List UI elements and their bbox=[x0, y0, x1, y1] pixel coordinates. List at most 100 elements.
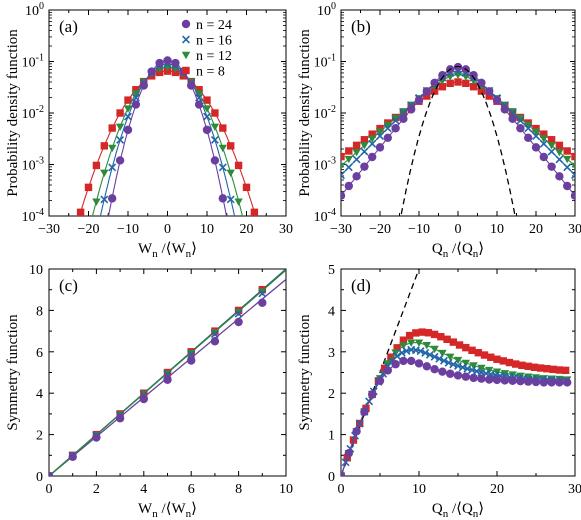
data-point bbox=[258, 298, 267, 307]
data-point-b bbox=[368, 139, 377, 148]
data-point bbox=[407, 339, 416, 347]
series-line-n=16 bbox=[99, 63, 236, 216]
data-point bbox=[399, 336, 408, 344]
y-axis-label: Probability density function bbox=[5, 29, 21, 197]
data-point bbox=[458, 363, 467, 372]
legend-label: n = 12 bbox=[196, 49, 232, 64]
data-point bbox=[500, 370, 509, 378]
data-point bbox=[155, 58, 164, 68]
data-point bbox=[68, 452, 77, 461]
data-point bbox=[430, 345, 439, 354]
data-point bbox=[226, 195, 235, 204]
legend-label: n = 16 bbox=[196, 34, 232, 49]
data-point bbox=[219, 124, 227, 132]
data-point bbox=[438, 70, 447, 80]
y-tick-exponent: -2 bbox=[36, 104, 44, 115]
x-label-part-3: n bbox=[186, 248, 192, 260]
data-point bbox=[563, 163, 572, 172]
data-point bbox=[234, 198, 243, 206]
y-tick-label: 10-3 bbox=[22, 156, 44, 174]
y-tick-label: 1 bbox=[328, 429, 335, 444]
data-point-b bbox=[226, 195, 235, 204]
data-point bbox=[234, 161, 243, 170]
y-tick-label: 10-1 bbox=[22, 53, 44, 71]
data-point bbox=[341, 471, 346, 476]
y-tick-exponent: -3 bbox=[328, 156, 336, 167]
y-tick-base: 10 bbox=[22, 159, 36, 174]
plot-area-b bbox=[341, 62, 575, 216]
data-point-b bbox=[258, 289, 267, 298]
y-tick-label: 10-1 bbox=[314, 53, 336, 71]
data-point bbox=[485, 87, 494, 96]
data-point bbox=[387, 353, 395, 361]
data-point bbox=[416, 347, 425, 356]
y-tick-label: 8 bbox=[36, 304, 43, 319]
data-point bbox=[540, 130, 548, 138]
data-point bbox=[461, 359, 470, 368]
data-point bbox=[563, 181, 572, 191]
x-tick-label: 0 bbox=[455, 222, 462, 237]
data-point bbox=[210, 156, 220, 165]
data-point bbox=[571, 171, 575, 180]
x-label-part-3: n bbox=[473, 248, 479, 260]
data-point bbox=[461, 372, 470, 381]
legend-marker bbox=[182, 66, 190, 75]
x-tick-label: 20 bbox=[240, 222, 254, 237]
axes-c: 0 2 4 6 8 10 0 2 4 6 8 10 (c) Symmetry function Wn /⟨W… bbox=[5, 263, 293, 520]
x-label-part-0: Q bbox=[432, 501, 443, 517]
reference-curve bbox=[400, 65, 516, 216]
y-axis-label: Probability density function bbox=[297, 29, 313, 197]
data-point-b bbox=[108, 163, 117, 172]
data-point bbox=[116, 109, 124, 117]
data-point-b bbox=[116, 135, 125, 144]
data-point bbox=[92, 198, 101, 206]
data-point bbox=[539, 152, 548, 162]
x-tick-label: 8 bbox=[235, 482, 242, 497]
data-point bbox=[547, 162, 556, 171]
data-point bbox=[493, 355, 501, 363]
data-point-b bbox=[391, 116, 400, 125]
data-point-b bbox=[571, 173, 575, 180]
data-point bbox=[561, 366, 570, 375]
data-point bbox=[425, 350, 434, 359]
data-point bbox=[226, 169, 235, 177]
data-point bbox=[516, 376, 525, 386]
panel-label: (b) bbox=[351, 17, 371, 36]
data-point bbox=[242, 183, 251, 192]
data-point bbox=[218, 144, 227, 153]
y-tick-base: 10 bbox=[314, 56, 328, 71]
data-point bbox=[454, 78, 462, 86]
x-label-part-1: n bbox=[443, 248, 449, 260]
data-point bbox=[469, 373, 478, 383]
data-point bbox=[469, 83, 478, 91]
data-point bbox=[570, 191, 575, 200]
data-point bbox=[131, 100, 141, 109]
panel-label: (c) bbox=[59, 276, 78, 295]
data-point bbox=[147, 67, 156, 76]
data-point bbox=[344, 155, 353, 164]
x-label-part-0: Q bbox=[432, 241, 443, 257]
data-point bbox=[539, 378, 548, 387]
data-point bbox=[115, 123, 125, 131]
data-point bbox=[462, 343, 470, 352]
axes-d: 0 10 20 30 0 1 2 3 4 5 (d) Symmetry function Qn /⟨Qn… bbox=[297, 263, 581, 520]
data-point bbox=[500, 376, 509, 385]
data-point-b bbox=[516, 116, 525, 125]
data-point bbox=[360, 142, 369, 150]
data-point bbox=[383, 133, 392, 142]
data-point bbox=[500, 105, 509, 114]
y-tick-base: 10 bbox=[22, 210, 36, 225]
x-label-part-2: /⟨Q bbox=[448, 241, 473, 257]
x-tick-label: 10 bbox=[279, 482, 293, 497]
data-point-b bbox=[360, 147, 369, 156]
data-point-b bbox=[210, 135, 219, 144]
data-point bbox=[341, 162, 346, 171]
y-tick-exponent: -4 bbox=[328, 207, 336, 218]
y-tick-exponent: -1 bbox=[328, 53, 336, 64]
data-point bbox=[530, 363, 539, 371]
data-point bbox=[258, 289, 267, 298]
data-point bbox=[376, 132, 384, 141]
data-point bbox=[399, 342, 408, 350]
data-point-b bbox=[234, 309, 243, 318]
